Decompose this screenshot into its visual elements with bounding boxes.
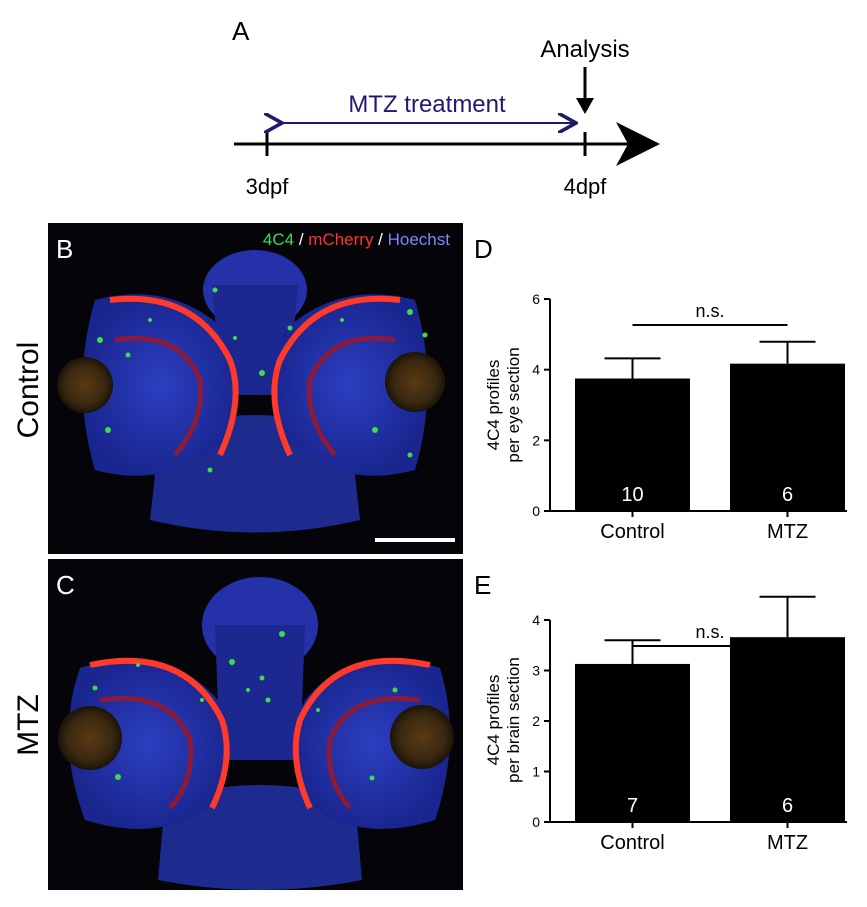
timeline-start-label: 3dpf [246,174,290,199]
panel-d-letter: D [474,234,493,264]
y-axis-label-line-2: per eye section [504,347,523,462]
panel-a-timeline: A Analysis MTZ treatment 3dpf 4dpf [232,16,660,199]
significance-label: n.s. [695,301,724,321]
stain-legend: 4C4 / mCherry / Hoechst [263,230,450,249]
bar-chart-eye-section: D 4C4 profiles per eye section 10 Control… [474,234,847,543]
n-label: 6 [782,484,793,506]
x-tick-label: MTZ [767,832,808,854]
treatment-label: MTZ treatment [348,91,506,118]
y-tick-label: 3 [532,663,540,679]
y-tick-label: 0 [532,814,540,830]
x-tick-label: Control [600,521,664,543]
panel-c-letter: C [56,570,75,600]
bar-chart-brain-section: E 4C4 profiles per brain section 7 Contro… [474,570,847,854]
n-label: 7 [627,795,638,817]
y-tick-label: 2 [532,432,540,448]
panel-b-letter: B [56,234,73,264]
y-tick-label: 1 [532,764,540,780]
timeline-arrowhead [616,122,660,166]
analysis-arrowhead [576,98,594,114]
row-label-control: Control [12,342,45,439]
bar-control [575,378,690,511]
n-label: 6 [782,795,793,817]
micrograph-control: B 4C4 / mCherry / Hoechst [48,223,463,554]
bar-control [575,663,690,822]
y-tick-label: 4 [532,362,540,378]
x-tick-label: MTZ [767,521,808,543]
legend-4c4: 4C4 [263,230,294,249]
panel-a-letter: A [232,16,250,46]
y-tick-label: 4 [532,612,540,628]
legend-mcherry: mCherry [308,230,374,249]
y-tick-label: 0 [532,503,540,519]
n-label: 10 [621,484,643,506]
micrograph-mtz: C [48,559,463,890]
y-tick-label: 6 [532,291,540,307]
scale-bar [375,538,455,542]
tissue-section [58,577,454,890]
y-tick-label: 2 [532,713,540,729]
bar-mtz [730,363,845,511]
tissue-section [57,250,445,533]
bar-mtz [730,637,845,822]
y-axis-label-line-1: 4C4 profiles [484,675,503,766]
legend-hoechst: Hoechst [388,230,451,249]
timeline-end-label: 4dpf [564,174,608,199]
legend-separator: / [294,230,308,249]
analysis-label: Analysis [540,36,629,63]
row-label-mtz: MTZ [12,694,45,756]
panel-e-letter: E [474,570,491,600]
x-tick-label: Control [600,832,664,854]
y-axis-label-line-2: per brain section [504,657,523,783]
legend-separator: / [373,230,387,249]
significance-label: n.s. [695,622,724,642]
y-axis-label-line-1: 4C4 profiles [484,360,503,451]
